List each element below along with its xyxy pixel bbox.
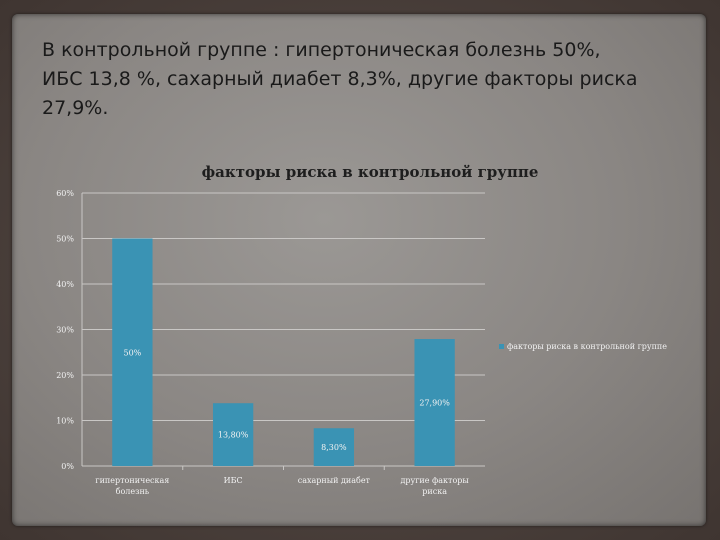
x-category-label: другие факторы [400,476,469,485]
heading-line-1: В контрольной группе : гипертоническая б… [42,39,601,61]
data-label: 50% [123,348,141,357]
data-label: 8,30% [321,443,347,452]
y-tick-label: 30% [56,326,74,335]
legend: факторы риска в контрольной группе [499,342,667,351]
y-tick-label: 60% [56,189,74,198]
bar [414,339,455,466]
legend-label: факторы риска в контрольной группе [507,342,667,351]
slide-heading: В контрольной группе : гипертоническая б… [42,36,682,123]
data-label: 13,80% [218,431,249,440]
x-category-label: сахарный диабет [298,476,371,485]
y-tick-label: 20% [56,371,74,380]
data-label: 27,90% [419,399,450,408]
chart-title: факторы риска в контрольной группе [202,163,539,181]
x-category-label: болезнь [116,487,150,496]
y-tick-label: 40% [56,280,74,289]
bar [112,238,153,466]
x-category-label: риска [422,487,447,496]
heading-line-2: ИБС 13,8 %, сахарный диабет 8,3%, другие… [42,68,638,90]
legend-swatch [499,344,504,349]
x-category-label: ИБС [224,476,243,485]
y-tick-label: 50% [56,235,74,244]
heading-line-3: 27,9%. [42,97,109,119]
x-category-label: гипертоническая [95,476,169,485]
y-tick-label: 10% [56,417,74,426]
bar-layer [112,238,455,466]
y-tick-label: 0% [61,462,74,471]
label-layer: 0% 10% 20% 30% 40% 50% 60% гипертоническая болез… [56,189,469,496]
bar [313,428,355,466]
bar [212,403,254,466]
